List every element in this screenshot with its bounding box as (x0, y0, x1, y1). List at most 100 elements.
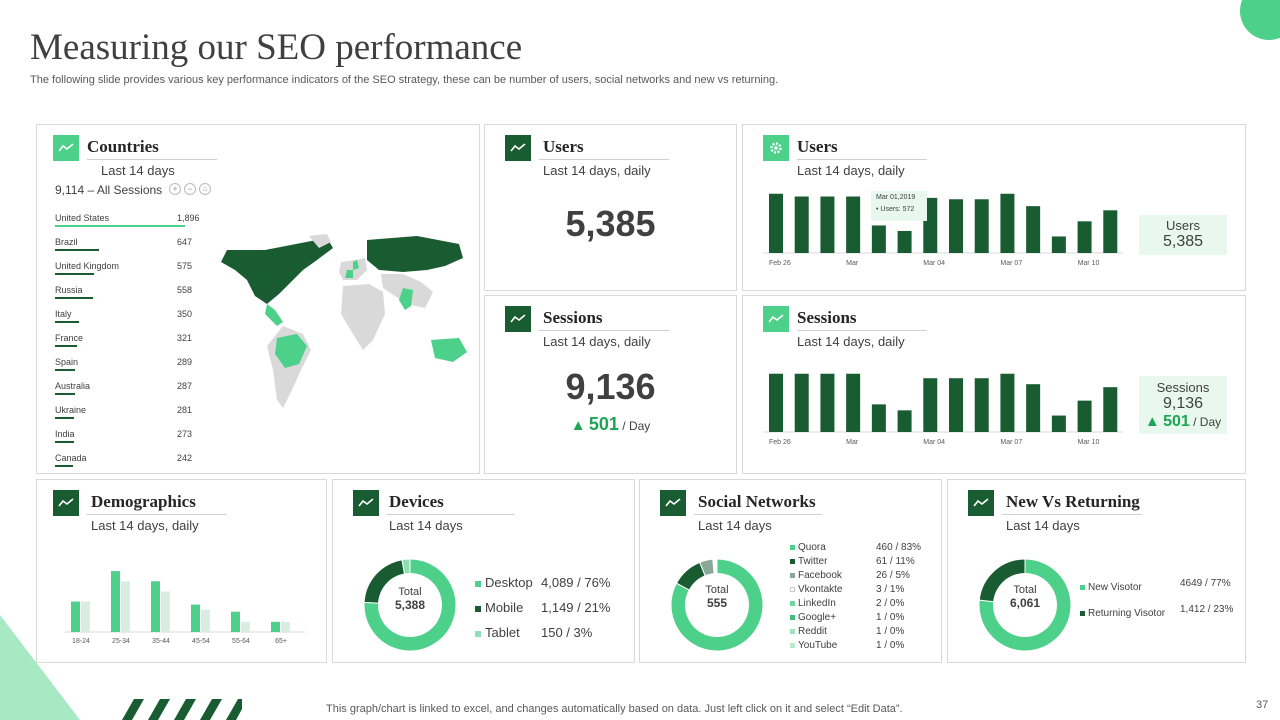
country-bar (55, 441, 74, 443)
legend-swatch (1080, 610, 1085, 616)
home-icon[interactable]: ⌂ (199, 183, 211, 195)
bar (794, 196, 809, 253)
bar (871, 404, 886, 432)
tick-label: 35-44 (152, 638, 170, 645)
country-name: Italy (55, 309, 72, 319)
social-total: Total 555 (692, 584, 742, 610)
delta-unit: / Day (1193, 415, 1222, 429)
country-name: United States (55, 213, 110, 223)
bar (820, 196, 835, 253)
legend-value: 2 / 0% (876, 598, 905, 609)
country-value: 1,896 (177, 213, 200, 223)
legend-item: Vkontakte (790, 584, 842, 595)
legend-value: 460 / 83% (876, 542, 922, 553)
plus-icon[interactable]: + (169, 183, 181, 195)
tick-label: Mar 10 (1078, 439, 1100, 446)
legend-label: LinkedIn (798, 598, 836, 609)
legend-value: 1 / 0% (876, 612, 905, 623)
minus-icon[interactable]: − (184, 183, 196, 195)
bar (281, 621, 290, 632)
bar (769, 193, 783, 253)
pie-slice (715, 558, 718, 606)
country-bar (55, 417, 75, 419)
title-divider (694, 514, 822, 515)
country-value: 289 (177, 357, 193, 367)
map-zoom-controls: + − ⌂ (169, 183, 211, 195)
nvr-subtitle: Last 14 days (1006, 518, 1080, 533)
country-bar (55, 465, 73, 467)
tick-label: Mar 10 (1078, 260, 1100, 267)
legend-label: YouTube (798, 640, 838, 651)
legend-label: Vkontakte (798, 584, 843, 595)
legend-value: 26 / 5% (876, 570, 910, 581)
legend-label: New Visotor (1088, 582, 1142, 593)
bar (201, 609, 210, 632)
legend-value: 4649 / 77% (1180, 578, 1231, 589)
legend-item: Returning Visotor (1080, 608, 1165, 619)
country-name: France (55, 333, 84, 343)
tick-label: 55-64 (232, 638, 250, 645)
legend-item: YouTube (790, 640, 837, 651)
users-bar-chart: Feb 26 Mar Mar 04 Mar 07 Mar 10 (763, 193, 1123, 267)
legend-swatch (475, 630, 481, 637)
tick-label: Mar (846, 260, 859, 267)
bar (1077, 400, 1092, 432)
demographics-panel: Demographics Last 14 days, daily 18-24 25… (36, 479, 327, 663)
legend-label: Desktop (485, 575, 533, 590)
box-label: Sessions (1156, 380, 1210, 395)
users-kpi-title: Users (543, 137, 584, 156)
country-name: Brazil (55, 237, 78, 247)
users-chart-subtitle: Last 14 days, daily (797, 163, 905, 178)
country-bar (55, 297, 94, 299)
arrow-up-icon: ▲ (570, 417, 586, 434)
users-tooltip: Mar 01,2019 • Users: 572 (871, 191, 927, 221)
legend-label: Returning Visotor (1088, 608, 1166, 619)
social-networks-panel: Social Networks Last 14 days Total 555 Q… (639, 479, 942, 663)
trend-icon (660, 490, 686, 516)
legend-value: 1 / 0% (876, 640, 905, 651)
sessions-kpi-title: Sessions (543, 308, 603, 327)
country-bar (55, 273, 95, 275)
tick-label: Mar 04 (923, 439, 945, 446)
legend-value: 4,089 / 76% (541, 575, 611, 590)
bar (923, 378, 938, 432)
tick-label: 45-54 (192, 638, 210, 645)
countries-title: Countries (87, 137, 159, 156)
country-row: Australia 287 (55, 381, 205, 405)
country-value: 281 (177, 405, 193, 415)
demographics-subtitle: Last 14 days, daily (91, 518, 199, 533)
total-label: Total (705, 584, 729, 596)
legend-value: 1,412 / 23% (1180, 604, 1234, 615)
title-divider (797, 159, 927, 160)
legend-value: 1 / 0% (876, 626, 905, 637)
decorative-corner-shape (1227, 0, 1280, 53)
legend-label: Tablet (485, 625, 520, 640)
devices-donut (363, 558, 457, 652)
sessions-kpi-value: 9,136 (565, 366, 656, 407)
bar (1103, 387, 1118, 432)
bar (241, 621, 250, 632)
nvr-donut (978, 558, 1072, 652)
box-label: Users (1166, 218, 1200, 233)
title-divider (1002, 514, 1142, 515)
devices-total: Total 5,388 (385, 586, 435, 612)
demographics-bar-chart: 18-24 25-34 35-44 45-54 55-64 65+ (65, 571, 305, 645)
nvr-title: New Vs Returning (1006, 492, 1140, 511)
country-name: Ukraine (55, 405, 87, 415)
bar (769, 373, 783, 432)
legend-label: Reddit (798, 626, 827, 637)
sessions-kpi-panel: Sessions Last 14 days, daily 9,136 ▲ 501… (484, 295, 737, 474)
tick-label: Mar 04 (923, 260, 945, 267)
total-value: 5,388 (394, 598, 426, 612)
tick-label: 18-24 (72, 638, 90, 645)
bar (161, 591, 170, 632)
bar (81, 601, 90, 632)
devices-panel: Devices Last 14 days Total 5,388 Desktop… (332, 479, 635, 663)
country-row: Italy 350 (55, 309, 205, 333)
decorative-stripes (122, 699, 242, 720)
legend-label: Mobile (485, 600, 524, 615)
country-value: 647 (177, 237, 193, 247)
devices-title: Devices (389, 492, 444, 511)
bar (151, 581, 160, 632)
total-label: Total (398, 586, 422, 598)
